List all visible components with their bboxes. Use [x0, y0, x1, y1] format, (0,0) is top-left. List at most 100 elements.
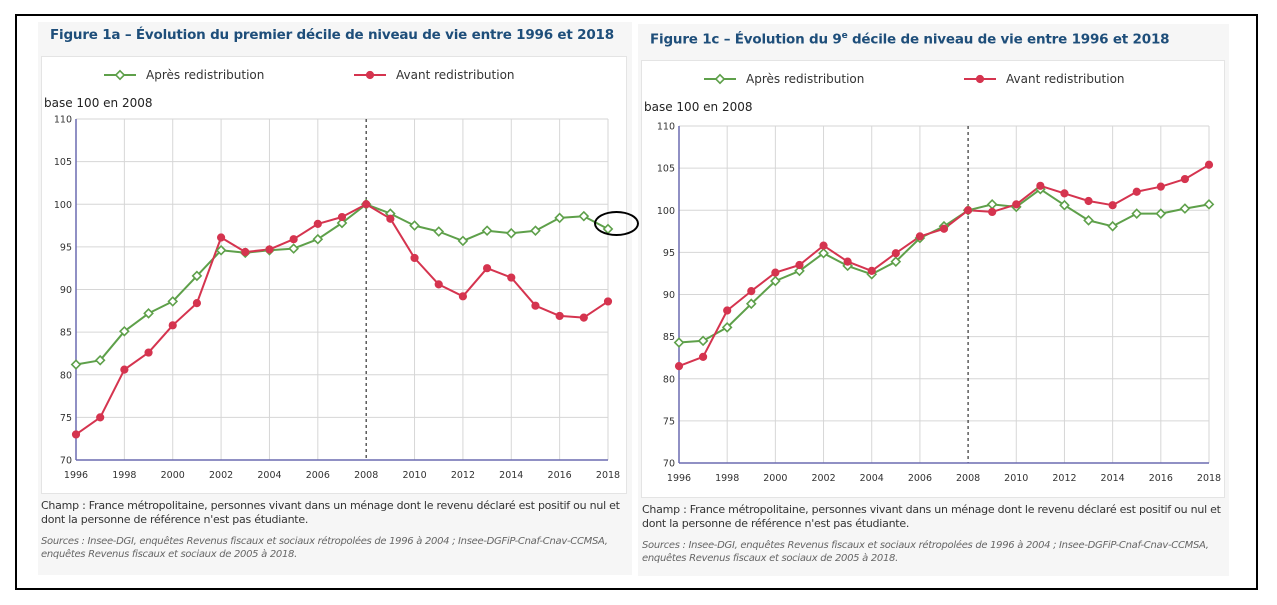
x-tick-label: 2018: [596, 470, 620, 481]
x-tick-label: 1998: [112, 470, 136, 481]
data-point-avant-1999: [144, 348, 153, 357]
data-point-avant-2003: [843, 257, 852, 266]
y-tick-label: 95: [663, 248, 675, 259]
data-point-avant-2018: [603, 297, 613, 306]
data-point-apres-1999: [745, 298, 757, 310]
figure-1c-title-post: décile de niveau de vie entre 1996 et 20…: [847, 31, 1170, 48]
x-tick-label: 2006: [306, 470, 330, 481]
data-point-apres-1998: [721, 322, 733, 333]
data-point-avant-2004: [265, 245, 274, 254]
data-point-avant-1997: [96, 413, 105, 422]
data-point-avant-2017: [579, 313, 588, 322]
data-point-avant-2007: [337, 212, 347, 222]
figure-1c-sources: Sources : Insee-DGI, enquêtes Revenus fi…: [642, 540, 1209, 564]
data-point-avant-1996: [71, 430, 81, 439]
outer-frame: [15, 14, 1258, 590]
y-tick-label: 80: [60, 370, 72, 381]
data-point-apres-2014: [1107, 220, 1118, 232]
y-tick-label: 105: [54, 157, 72, 168]
data-point-apres-2012: [1059, 199, 1070, 211]
legend-label-avant: Avant redistribution: [396, 68, 515, 82]
y-tick-label: 85: [60, 328, 72, 339]
legend-label-apres: Après redistribution: [746, 72, 864, 86]
x-tick-label: 2004: [860, 473, 884, 484]
data-point-avant-2011: [1036, 181, 1045, 190]
data-point-apres-1998: [119, 325, 130, 337]
legend-label-apres: Après redistribution: [146, 68, 264, 82]
y-tick-label: 80: [663, 374, 675, 385]
data-point-apres-2018: [1203, 199, 1215, 210]
data-point-apres-2005: [288, 243, 299, 254]
data-point-apres-2002: [818, 247, 829, 259]
figure-1a-title: Figure 1a – Évolution du premier décile …: [50, 27, 614, 43]
y-tick-label: 85: [663, 332, 675, 343]
data-point-apres-2017: [578, 210, 590, 222]
x-tick-label: 1996: [667, 473, 691, 484]
data-point-avant-2002: [819, 241, 828, 250]
data-point-avant-2016: [555, 311, 564, 321]
x-tick-label: 2000: [763, 473, 787, 484]
data-point-apres-2007: [336, 217, 348, 229]
y-tick-label: 70: [663, 459, 675, 470]
data-point-avant-2009: [988, 207, 997, 217]
x-tick-label: 2010: [1004, 473, 1028, 484]
data-point-avant-2000: [771, 268, 780, 277]
figure-1c-title: Figure 1c – Évolution du 9e décile de ni…: [650, 31, 1170, 48]
data-point-avant-2011: [434, 280, 443, 289]
data-point-apres-2002: [215, 244, 227, 256]
figure-1a-panel: Figure 1a – Évolution du premier décile …: [38, 22, 632, 575]
data-point-avant-2005: [891, 249, 900, 258]
data-point-apres-2012: [457, 235, 469, 247]
data-point-avant-2013: [1084, 196, 1093, 206]
legend-label-avant: Avant redistribution: [1006, 72, 1125, 86]
data-point-avant-1997: [698, 352, 708, 361]
data-point-apres-1996: [673, 337, 685, 348]
data-point-avant-2013: [482, 264, 492, 273]
data-point-avant-2001: [795, 260, 804, 270]
x-tick-label: 1996: [64, 470, 88, 481]
y-tick-label: 90: [663, 290, 675, 301]
x-tick-label: 2004: [257, 470, 281, 481]
data-point-apres-2014: [505, 227, 517, 239]
data-point-apres-1996: [70, 359, 82, 370]
data-point-avant-2015: [531, 301, 540, 310]
data-point-apres-2015: [1131, 208, 1143, 219]
x-tick-label: 2010: [402, 470, 426, 481]
y-tick-label: 100: [657, 206, 675, 217]
data-point-avant-2016: [1156, 182, 1165, 191]
series-line-apres: [678, 188, 1210, 344]
y-axis-title: base 100 en 2008: [644, 100, 752, 114]
data-point-avant-2014: [507, 273, 516, 282]
legend-marker-avant: [975, 74, 985, 84]
data-point-avant-2008: [963, 206, 973, 215]
y-tick-label: 95: [60, 242, 72, 253]
data-point-apres-2013: [481, 225, 493, 237]
figure-1c-panel: Figure 1c – Évolution du 9e décile de ni…: [638, 24, 1229, 576]
figure-1a-note: Champ : France métropolitaine, personnes…: [41, 499, 620, 526]
y-tick-label: 75: [663, 416, 675, 427]
x-tick-label: 1998: [715, 473, 739, 484]
data-point-apres-1999: [143, 308, 154, 319]
data-point-apres-2005: [890, 256, 902, 267]
data-point-avant-2015: [1132, 187, 1141, 196]
figure-1c-title-pre: Figure 1c – Évolution du 9: [650, 31, 842, 48]
figure-1c-chart: Après redistribution Avant redistribution…: [641, 60, 1225, 498]
data-point-avant-2005: [289, 235, 298, 244]
data-point-apres-2011: [433, 226, 445, 237]
x-tick-label: 2008: [956, 473, 980, 484]
y-tick-label: 75: [60, 413, 72, 424]
data-point-avant-1998: [120, 365, 129, 374]
x-tick-label: 2002: [209, 470, 233, 481]
x-tick-label: 2012: [1052, 473, 1076, 484]
figure-1a-chart: Après redistribution Avant redistribution…: [41, 56, 627, 494]
x-tick-label: 2000: [161, 470, 185, 481]
y-axis-title: base 100 en 2008: [44, 96, 152, 110]
data-point-avant-2017: [1180, 174, 1190, 184]
y-tick-label: 110: [657, 122, 675, 133]
data-point-avant-2018: [1204, 160, 1214, 169]
data-point-avant-2012: [1060, 189, 1069, 198]
y-tick-label: 70: [60, 456, 72, 467]
x-tick-label: 2016: [548, 470, 572, 481]
y-tick-label: 105: [657, 164, 675, 175]
data-point-avant-1996: [674, 362, 684, 371]
